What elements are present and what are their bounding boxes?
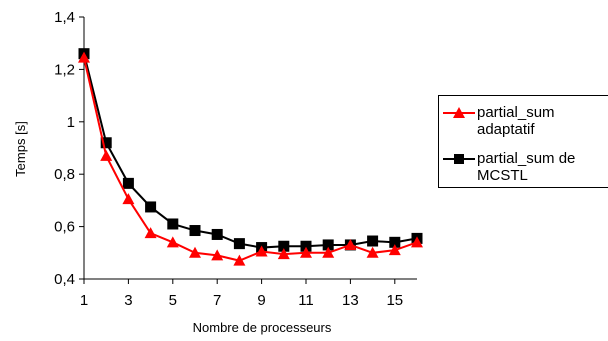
- series-2-point: [145, 201, 157, 213]
- series-1-point: [144, 227, 157, 239]
- y-tick-label: 1,4: [54, 9, 75, 26]
- y-tick-label: 1: [67, 114, 75, 131]
- series-1-point: [300, 246, 312, 258]
- series-1-point: [100, 149, 113, 161]
- series-1-point: [211, 249, 224, 261]
- legend-label-series-1: partial_sum adaptatif: [477, 104, 555, 138]
- y-tick-label: 0,8: [54, 166, 75, 183]
- legend-swatch-square-icon: [443, 154, 475, 164]
- series-2-point: [167, 218, 179, 230]
- series-1-point: [366, 246, 379, 258]
- series-1-point: [233, 254, 246, 266]
- x-tick-label: 13: [342, 292, 359, 309]
- x-tick-label: 5: [169, 292, 177, 309]
- series-1-point: [166, 236, 179, 248]
- series-1-point: [411, 236, 423, 248]
- x-tick-label: 1: [80, 292, 88, 309]
- series-2-point: [367, 235, 379, 247]
- x-tick-label: 15: [386, 292, 403, 309]
- series-2-point: [233, 238, 245, 250]
- series-2-line: [83, 53, 418, 249]
- legend-swatch-triangle-icon: [443, 107, 475, 118]
- legend: partial_sum adaptatif partial_sum de MCS…: [438, 95, 608, 188]
- series-1-point: [78, 51, 90, 63]
- x-tick-label: 7: [213, 292, 221, 309]
- series-1-line: [83, 57, 418, 262]
- series-1-point: [189, 246, 201, 258]
- series-2-point: [300, 240, 312, 252]
- y-tick-label: 0,6: [54, 219, 75, 236]
- series-2-point: [278, 240, 290, 252]
- series-2-point: [100, 137, 112, 149]
- y-axis-label: Temps [s]: [13, 121, 28, 177]
- series-2-point: [122, 177, 134, 189]
- axes: 0,40,60,811,21,41 3 5 7 9 11 13 15: [54, 9, 417, 309]
- x-tick-label: 11: [298, 292, 314, 309]
- series-2-point: [211, 228, 223, 240]
- series-layer: [78, 48, 423, 266]
- x-tick-label: 3: [124, 292, 132, 309]
- x-axis-label: Nombre de processeurs: [193, 320, 332, 335]
- series-2-point: [389, 236, 401, 248]
- legend-label-series-2: partial_sum de MCSTL: [477, 150, 576, 184]
- series-1-point: [344, 238, 357, 250]
- x-tick-label: 9: [257, 292, 265, 309]
- series-2-point: [189, 225, 201, 237]
- series-1-point: [388, 244, 401, 256]
- y-tick-label: 0,4: [54, 271, 75, 288]
- y-tick-label: 1,2: [54, 61, 75, 78]
- series-1-point: [122, 193, 135, 205]
- series-1-point: [277, 248, 290, 260]
- series-2-point: [322, 239, 334, 251]
- series-1-point: [322, 246, 335, 258]
- series-1-point: [255, 245, 268, 257]
